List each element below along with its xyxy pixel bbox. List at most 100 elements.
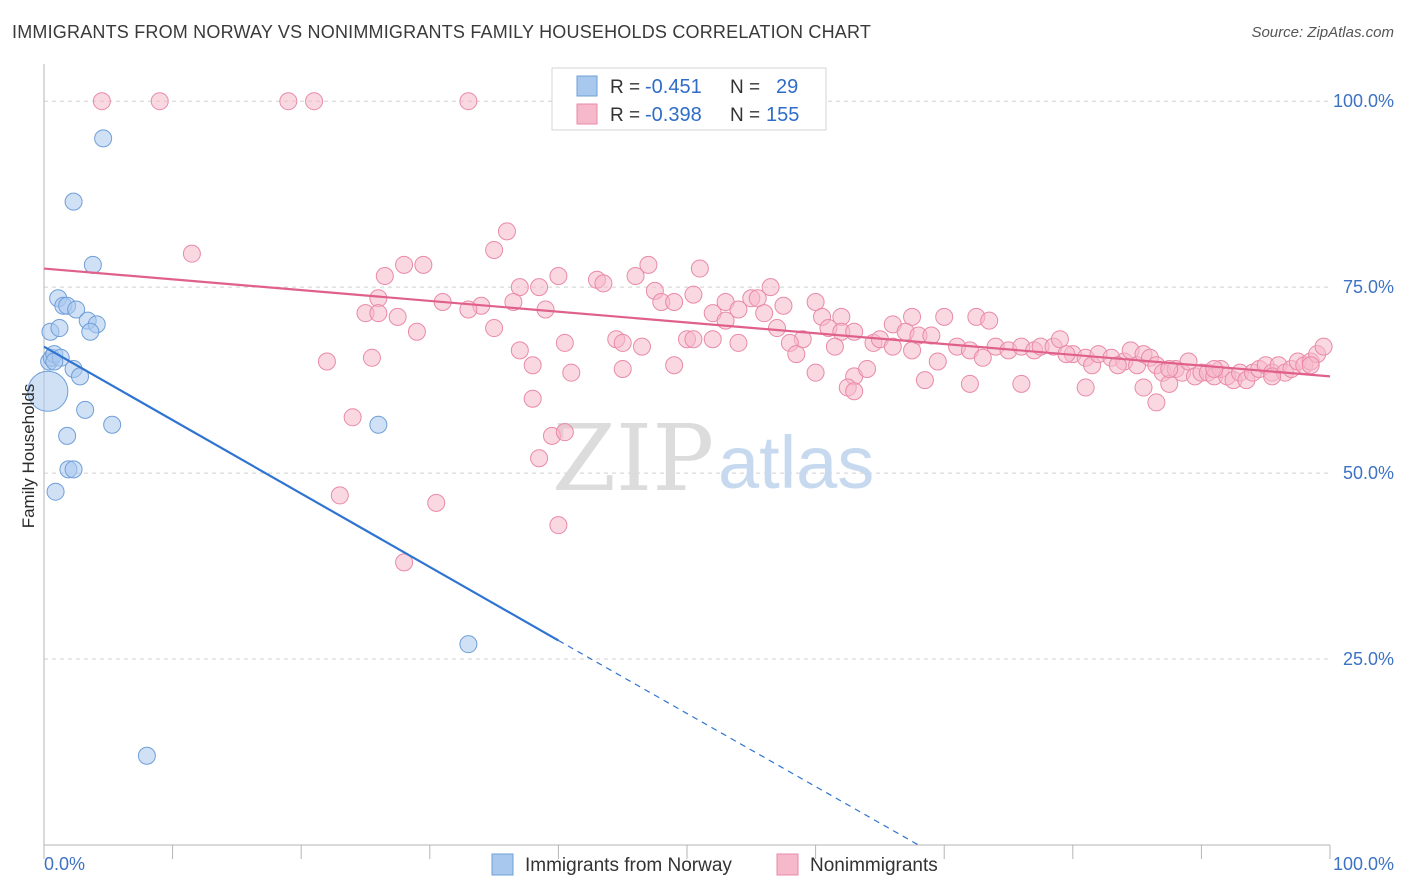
nonimmigrant-point: [755, 304, 774, 323]
nonimmigrant-point: [665, 293, 684, 312]
nonimmigrant-point: [510, 278, 529, 297]
nonimmigrant-point: [530, 278, 549, 297]
nonimmigrant-point: [388, 307, 407, 326]
norway-point: [64, 460, 83, 479]
norway-point: [369, 415, 388, 434]
nonimmigrant-point: [1134, 378, 1153, 397]
nonimmigrant-point: [555, 423, 574, 442]
nonimmigrant-point: [806, 293, 825, 312]
y-axis-label: Family Households: [19, 384, 38, 529]
nonimmigrant-point: [613, 333, 632, 352]
bottom-legend: Immigrants from Norway Nonimmigrants: [491, 853, 938, 876]
nonimmigrant-point: [806, 363, 825, 382]
nonimmigrant-point: [845, 382, 864, 401]
y-tick-label: 100.0%: [1333, 91, 1394, 111]
nonimmigrant-point: [858, 359, 877, 378]
nonimmigrant-point: [684, 285, 703, 304]
nonimmigrant-point: [485, 240, 504, 259]
legend-r-value-nonimmigrants: -0.398: [645, 104, 702, 126]
x-tick-labels: 0.0% 100.0%: [44, 854, 1394, 874]
nonimmigrant-point: [330, 486, 349, 505]
nonimmigrant-point: [549, 266, 568, 285]
nonimmigrant-point: [395, 553, 414, 572]
norway-point: [94, 129, 113, 148]
norway-point: [81, 322, 100, 341]
bottom-legend-label-nonimmigrants: Nonimmigrants: [810, 855, 938, 876]
norway-point: [46, 482, 65, 501]
nonimmigrant-point: [768, 319, 787, 338]
nonimmigrant-point: [317, 352, 336, 371]
nonimmigrant-point: [523, 356, 542, 375]
y-tick-label: 25.0%: [1343, 649, 1394, 669]
norway-point: [76, 400, 95, 419]
nonimmigrant-point: [427, 493, 446, 512]
nonimmigrant-point: [665, 356, 684, 375]
x-tick-label: 100.0%: [1333, 854, 1394, 874]
nonimmigrant-point: [395, 255, 414, 274]
nonimmigrant-point: [761, 278, 780, 297]
nonimmigrant-point: [1050, 330, 1069, 349]
watermark-zip: ZIP: [552, 405, 714, 512]
norway-point: [103, 415, 122, 434]
nonimmigrant-point: [935, 307, 954, 326]
nonimmigrant-point: [973, 348, 992, 367]
nonimmigrant-point: [639, 255, 658, 274]
nonimmigrant-point: [915, 371, 934, 390]
watermark-atlas: atlas: [718, 421, 874, 504]
legend-n-value-nonimmigrants: 155: [766, 104, 799, 126]
nonimmigrant-point: [485, 319, 504, 338]
axes: [43, 64, 1331, 859]
norway-point: [67, 300, 86, 319]
y-tick-labels: 25.0% 50.0% 75.0% 100.0%: [1333, 91, 1394, 669]
norway-points: [27, 129, 478, 765]
nonimmigrant-point: [150, 92, 169, 111]
grid-lines: [44, 100, 1330, 660]
nonimmigrant-point: [279, 92, 298, 111]
norway-point: [137, 746, 156, 765]
norway-point: [27, 370, 69, 412]
nonimmigrants-points: [92, 92, 1333, 572]
nonimmigrant-point: [1147, 393, 1166, 412]
nonimmigrant-point: [562, 363, 581, 382]
nonimmigrant-point: [690, 259, 709, 278]
nonimmigrant-point: [960, 374, 979, 393]
legend-swatch-nonimmigrants: [576, 103, 598, 125]
bottom-legend-label-norway: Immigrants from Norway: [525, 855, 732, 876]
nonimmigrant-point: [523, 389, 542, 408]
nonimmigrant-point: [825, 337, 844, 356]
nonimmigrant-point: [729, 300, 748, 319]
nonimmigrant-point: [883, 337, 902, 356]
nonimmigrant-point: [497, 222, 516, 241]
nonimmigrant-point: [1314, 337, 1333, 356]
trend-lines: [43, 267, 1331, 846]
y-tick-label: 75.0%: [1343, 277, 1394, 297]
legend-n-label-nonimmigrants: N =: [730, 105, 760, 126]
nonimmigrant-point: [684, 330, 703, 349]
norway-point: [64, 192, 83, 211]
y-tick-label: 50.0%: [1343, 463, 1394, 483]
norway-point: [83, 255, 102, 274]
nonimmigrant-point: [1076, 378, 1095, 397]
nonimmigrant-point: [774, 296, 793, 315]
nonimmigrant-point: [92, 92, 111, 111]
legend-n-label-norway: N =: [730, 77, 760, 98]
nonimmigrant-point: [549, 516, 568, 535]
legend-n-value-norway: 29: [776, 76, 798, 98]
norway-trend-line-extension: [558, 639, 919, 846]
norway-point: [50, 319, 69, 338]
norway-point: [459, 635, 478, 654]
nonimmigrant-point: [1205, 359, 1224, 378]
nonimmigrant-point: [729, 333, 748, 352]
nonimmigrants-trend-line: [43, 267, 1331, 378]
nonimmigrant-point: [594, 274, 613, 293]
nonimmigrant-point: [1108, 356, 1127, 375]
nonimmigrant-point: [375, 266, 394, 285]
nonimmigrant-point: [1160, 359, 1179, 378]
nonimmigrant-point: [787, 345, 806, 364]
nonimmigrant-point: [510, 341, 529, 360]
nonimmigrant-point: [369, 304, 388, 323]
chart-source: Source: ZipAtlas.com: [1251, 24, 1394, 41]
nonimmigrant-point: [1301, 356, 1320, 375]
nonimmigrant-point: [980, 311, 999, 330]
